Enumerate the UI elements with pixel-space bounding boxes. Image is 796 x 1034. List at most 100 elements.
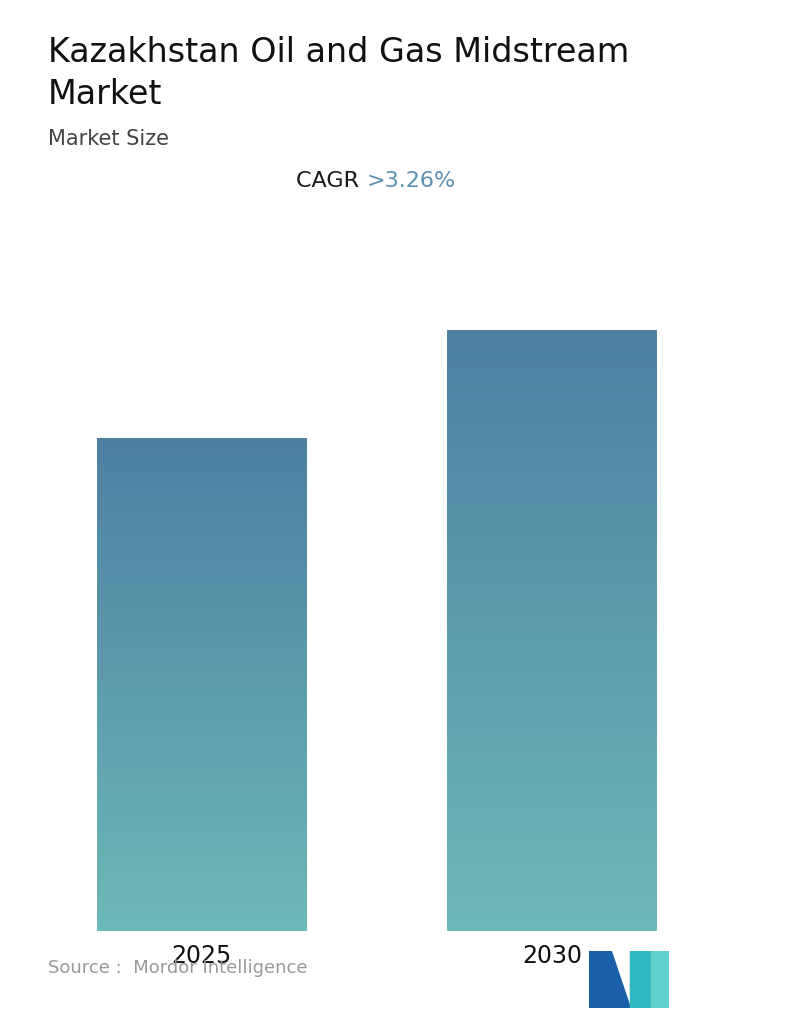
Bar bbox=[97, 608, 307, 610]
Bar bbox=[97, 927, 307, 929]
Bar bbox=[447, 871, 657, 873]
Bar bbox=[447, 826, 657, 828]
Bar bbox=[97, 661, 307, 663]
Bar bbox=[447, 854, 657, 856]
Bar bbox=[447, 473, 657, 475]
Bar bbox=[97, 898, 307, 900]
Bar bbox=[97, 596, 307, 597]
Bar bbox=[97, 660, 307, 661]
Bar bbox=[447, 852, 657, 854]
Bar bbox=[97, 540, 307, 541]
Bar bbox=[447, 560, 657, 562]
Bar bbox=[447, 764, 657, 766]
Bar bbox=[97, 492, 307, 493]
Bar bbox=[447, 394, 657, 396]
Bar bbox=[447, 599, 657, 601]
Bar bbox=[447, 882, 657, 884]
Bar bbox=[97, 817, 307, 819]
Bar bbox=[97, 786, 307, 788]
Bar bbox=[447, 526, 657, 528]
Bar bbox=[447, 712, 657, 714]
Bar bbox=[97, 919, 307, 920]
Bar bbox=[447, 642, 657, 644]
Bar bbox=[447, 760, 657, 762]
Bar bbox=[97, 440, 307, 443]
Bar bbox=[97, 774, 307, 777]
Bar bbox=[97, 604, 307, 605]
Bar bbox=[447, 702, 657, 704]
Bar bbox=[97, 597, 307, 599]
Bar bbox=[447, 875, 657, 877]
Bar bbox=[97, 719, 307, 721]
Bar bbox=[447, 445, 657, 447]
Bar bbox=[97, 610, 307, 612]
Bar bbox=[447, 916, 657, 918]
Bar bbox=[447, 650, 657, 652]
Bar bbox=[447, 475, 657, 477]
Bar bbox=[97, 560, 307, 562]
Bar bbox=[447, 340, 657, 342]
Bar bbox=[97, 624, 307, 625]
Bar bbox=[447, 725, 657, 727]
Bar bbox=[97, 568, 307, 569]
Bar bbox=[447, 839, 657, 841]
Bar bbox=[447, 443, 657, 445]
Bar bbox=[97, 666, 307, 668]
Bar bbox=[447, 691, 657, 693]
Bar bbox=[97, 507, 307, 509]
Bar bbox=[447, 450, 657, 452]
Bar bbox=[447, 881, 657, 883]
Bar bbox=[97, 809, 307, 811]
Bar bbox=[447, 742, 657, 744]
Bar bbox=[447, 496, 657, 498]
Bar bbox=[97, 896, 307, 898]
Bar bbox=[447, 438, 657, 440]
Bar bbox=[447, 738, 657, 740]
Bar bbox=[97, 671, 307, 673]
Bar bbox=[447, 770, 657, 772]
Bar bbox=[447, 484, 657, 486]
Bar bbox=[97, 922, 307, 924]
Bar bbox=[97, 521, 307, 523]
Bar bbox=[97, 467, 307, 469]
Bar bbox=[97, 824, 307, 825]
Bar bbox=[447, 680, 657, 682]
Bar bbox=[447, 813, 657, 815]
Bar bbox=[97, 832, 307, 833]
Bar bbox=[97, 850, 307, 852]
Bar bbox=[447, 590, 657, 592]
Bar bbox=[97, 700, 307, 702]
Bar bbox=[447, 907, 657, 909]
Bar bbox=[447, 606, 657, 608]
Bar bbox=[447, 706, 657, 708]
Bar bbox=[447, 922, 657, 924]
Bar bbox=[447, 582, 657, 584]
Bar bbox=[97, 689, 307, 691]
Bar bbox=[97, 845, 307, 847]
Bar bbox=[447, 633, 657, 635]
Text: Kazakhstan Oil and Gas Midstream: Kazakhstan Oil and Gas Midstream bbox=[48, 36, 629, 69]
Bar bbox=[447, 505, 657, 507]
Bar bbox=[447, 454, 657, 456]
Bar bbox=[447, 404, 657, 406]
Bar bbox=[447, 595, 657, 597]
Bar bbox=[97, 883, 307, 885]
Bar bbox=[447, 879, 657, 881]
Bar bbox=[447, 837, 657, 839]
Bar bbox=[447, 548, 657, 550]
Bar bbox=[97, 565, 307, 566]
Bar bbox=[97, 592, 307, 594]
Bar bbox=[97, 451, 307, 453]
Bar bbox=[97, 663, 307, 665]
Bar bbox=[97, 908, 307, 909]
Bar bbox=[447, 348, 657, 351]
Bar bbox=[447, 417, 657, 419]
Bar bbox=[97, 495, 307, 497]
Bar bbox=[97, 804, 307, 805]
Bar bbox=[97, 479, 307, 481]
Bar bbox=[97, 449, 307, 451]
Bar bbox=[447, 772, 657, 774]
Bar bbox=[97, 900, 307, 901]
Bar bbox=[447, 903, 657, 905]
Bar bbox=[447, 558, 657, 560]
